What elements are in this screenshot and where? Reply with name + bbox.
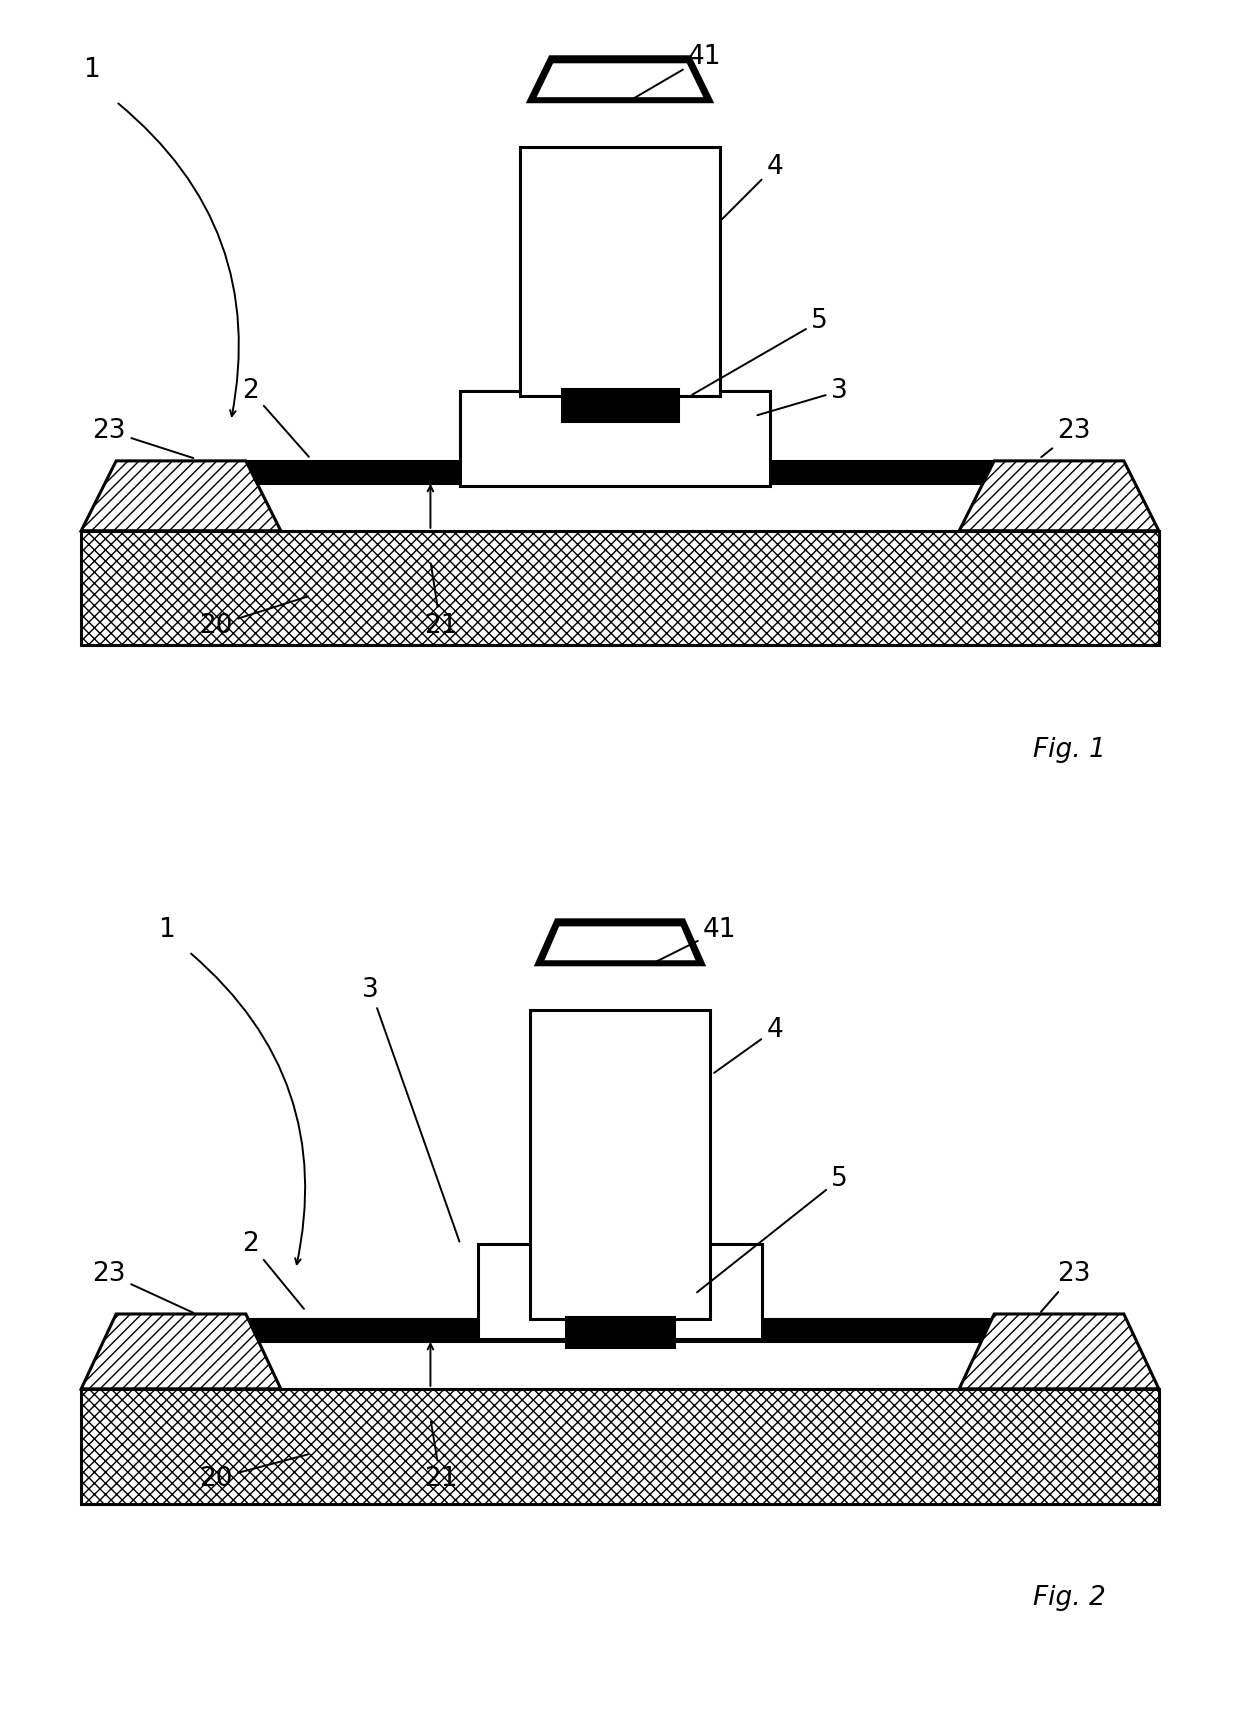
Text: 21: 21: [424, 1421, 458, 1491]
Bar: [672, 1243, 761, 1340]
Bar: [166, 1319, 1074, 1341]
Text: 2: 2: [243, 379, 309, 456]
Bar: [460, 391, 770, 486]
Polygon shape: [528, 57, 712, 102]
Bar: [531, 1009, 709, 1319]
Text: 3: 3: [362, 976, 460, 1242]
Text: 41: 41: [630, 43, 722, 100]
Text: 21: 21: [424, 563, 458, 639]
Text: 20: 20: [200, 596, 308, 639]
Bar: [81, 1390, 1159, 1503]
Text: 1: 1: [157, 916, 175, 944]
Text: 3: 3: [758, 379, 848, 415]
Text: 23: 23: [1040, 1261, 1091, 1312]
Text: 4: 4: [714, 1016, 782, 1073]
Polygon shape: [960, 461, 1159, 530]
Text: 20: 20: [200, 1455, 308, 1491]
Text: 41: 41: [652, 916, 737, 964]
Bar: [521, 146, 719, 396]
Polygon shape: [542, 925, 698, 963]
Polygon shape: [536, 920, 704, 964]
Text: Fig. 2: Fig. 2: [1033, 1586, 1105, 1612]
Polygon shape: [81, 461, 280, 530]
Text: 23: 23: [1042, 418, 1091, 456]
Text: 1: 1: [83, 57, 99, 83]
Polygon shape: [81, 1314, 280, 1390]
Text: 23: 23: [93, 418, 193, 458]
Bar: [562, 389, 678, 420]
Text: Fig. 1: Fig. 1: [1033, 737, 1105, 763]
Bar: [567, 1317, 673, 1347]
Text: 2: 2: [243, 1231, 304, 1309]
Bar: [166, 1340, 1074, 1390]
Polygon shape: [960, 1314, 1159, 1390]
Text: 23: 23: [93, 1261, 193, 1312]
Bar: [166, 461, 1074, 482]
Polygon shape: [534, 62, 706, 98]
Text: 5: 5: [692, 308, 828, 394]
Bar: [81, 530, 1159, 646]
Bar: [166, 480, 1074, 530]
Text: 4: 4: [722, 153, 782, 219]
Text: 5: 5: [697, 1166, 848, 1292]
Bar: [479, 1243, 568, 1340]
